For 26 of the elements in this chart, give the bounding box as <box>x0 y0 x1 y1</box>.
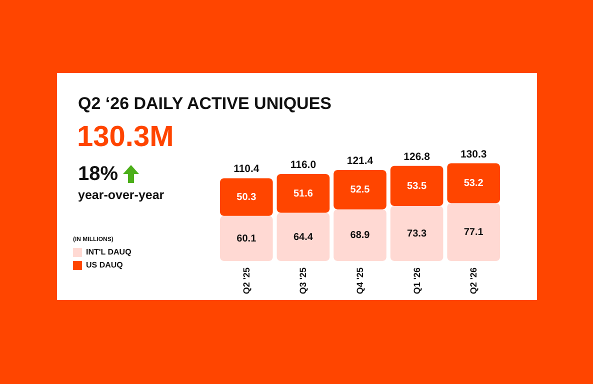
data-label: 60.1 <box>236 233 257 244</box>
data-label: 68.9 <box>350 230 370 242</box>
data-label: 53.5 <box>407 180 427 192</box>
data-label: 51.6 <box>293 188 314 200</box>
legend-label: INT'L DAUQ <box>86 248 132 256</box>
x-tick-label: Q1 '26 <box>412 268 422 294</box>
data-label: 53.2 <box>464 178 484 190</box>
chart-title: Q2 ‘26 DAILY ACTIVE UNIQUES <box>78 94 332 114</box>
data-label: 77.1 <box>464 227 484 238</box>
text: 18% <box>78 163 118 186</box>
x-tick-label: Q2 '25 <box>241 268 252 294</box>
data-label: 50.3 <box>236 192 257 204</box>
x-tick-label: Q3 '25 <box>298 268 308 294</box>
total-label: 116.0 <box>290 159 316 171</box>
data-label: 64.4 <box>293 232 314 243</box>
text: 130.3M <box>77 121 174 154</box>
total-label: 110.4 <box>234 163 260 176</box>
legend-label: US DAUQ <box>86 260 123 270</box>
data-label: 52.5 <box>350 184 370 196</box>
data-label: 73.3 <box>407 228 427 240</box>
total-label: 121.4 <box>346 154 374 167</box>
text: year-over-year <box>78 188 164 202</box>
x-tick-label: Q2 '26 <box>468 268 479 294</box>
total-label: 130.3 <box>460 148 487 160</box>
total-label: 126.8 <box>404 150 430 163</box>
x-tick-label: Q4 '25 <box>355 268 365 294</box>
